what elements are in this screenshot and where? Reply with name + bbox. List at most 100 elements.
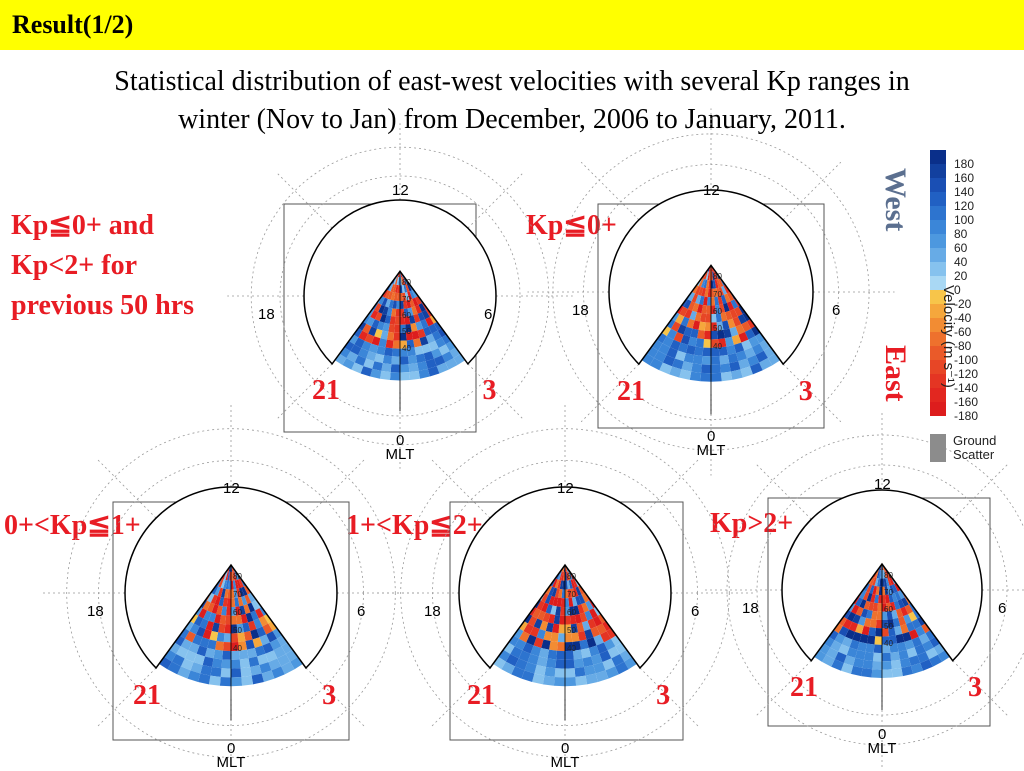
velocity-cell [692, 302, 700, 313]
kp-quiet-label: Kp≦0+ [526, 210, 617, 241]
velocity-cell [393, 292, 398, 301]
velocity-cell [737, 314, 747, 325]
velocity-cell [370, 368, 382, 379]
sector-label-21: 21 [790, 672, 818, 703]
latitude-tick: 80 [567, 572, 576, 582]
velocity-cell [238, 641, 247, 651]
velocity-cell [245, 612, 254, 623]
latitude-tick: 60 [402, 310, 411, 320]
clock-label-12: 12 [557, 480, 574, 497]
velocity-cell [561, 589, 565, 599]
velocity-cell [918, 633, 930, 645]
velocity-cell [571, 596, 578, 607]
velocity-cell [523, 623, 534, 635]
velocity-cell [437, 327, 448, 338]
velocity-cell [360, 366, 373, 377]
velocity-cell [611, 653, 625, 667]
velocity-cell [845, 629, 856, 640]
velocity-cell [569, 606, 575, 616]
velocity-cell [832, 622, 843, 634]
colorbar-tick: -120 [954, 367, 979, 381]
velocity-cell [400, 285, 403, 294]
velocity-cell [669, 339, 681, 351]
velocity-cell [910, 662, 924, 674]
velocity-cell [562, 580, 565, 590]
velocity-cell [888, 627, 896, 637]
velocity-cell [378, 304, 386, 314]
velocity-cell [855, 649, 866, 660]
velocity-cell [744, 347, 756, 359]
velocity-cell [748, 336, 760, 348]
velocity-cell [417, 312, 426, 322]
velocity-cell [262, 623, 273, 635]
velocity-cell [381, 363, 392, 373]
kp-combined-line-3: previous 50 hrs [11, 290, 195, 321]
colorbar-tick: 40 [954, 255, 968, 269]
velocity-cell [433, 355, 446, 367]
velocity-cell [537, 610, 546, 621]
latitude-tick: 50 [713, 324, 722, 334]
colorbar-tick: 0 [954, 283, 961, 297]
mlt-axis-label: MLT [216, 754, 246, 771]
velocity-cell [236, 623, 244, 634]
velocity-cell [873, 644, 882, 654]
velocity-cell [565, 589, 569, 599]
velocity-cell [557, 579, 562, 590]
colorbar-tick: -60 [954, 325, 972, 339]
clock-label-18: 18 [742, 600, 759, 617]
velocity-cell [704, 330, 711, 340]
velocity-cell [570, 579, 576, 589]
velocity-cell [552, 623, 560, 634]
velocity-cell [514, 638, 527, 651]
velocity-cell [862, 659, 873, 670]
colorbar-swatch [930, 192, 946, 206]
velocity-cell [505, 653, 519, 667]
colorbar-tick: 20 [954, 269, 968, 283]
velocity-cell [378, 338, 387, 348]
colorbar-swatch [930, 206, 946, 220]
velocity-cell [351, 362, 364, 374]
latitude-tick: 40 [713, 341, 722, 351]
velocity-cell [738, 331, 749, 343]
velocity-cell [852, 631, 862, 642]
velocity-cell [403, 276, 407, 285]
velocity-cell [241, 586, 248, 596]
velocity-cell [342, 358, 355, 370]
velocity-cell [415, 353, 426, 364]
velocity-cell [385, 339, 394, 349]
kp-high-label: Kp>2+ [710, 508, 794, 539]
velocity-cell [404, 316, 411, 325]
velocity-cell [251, 673, 264, 685]
velocity-cell [413, 313, 421, 323]
velocity-cell [435, 337, 446, 349]
velocity-cell [694, 346, 704, 357]
velocity-cell [732, 316, 742, 327]
velocity-cell [719, 354, 730, 365]
velocity-cell [239, 658, 251, 669]
velocity-cell [882, 669, 893, 678]
velocity-cell [407, 347, 416, 357]
velocity-cell [393, 276, 397, 285]
velocity-cell [231, 615, 237, 625]
velocity-cell [872, 577, 877, 586]
velocity-cell [903, 614, 912, 625]
velocity-cell [427, 366, 440, 377]
velocity-cell [606, 627, 618, 639]
velocity-cell [752, 343, 764, 355]
velocity-cell [410, 322, 418, 332]
latitude-tick: 70 [567, 590, 576, 600]
velocity-cell [545, 585, 553, 595]
velocity-cell [397, 285, 400, 294]
velocity-cell [366, 316, 375, 327]
velocity-cell [591, 653, 603, 665]
velocity-cell [569, 615, 577, 625]
velocity-cell [755, 331, 767, 344]
latitude-tick: 60 [884, 605, 893, 614]
velocity-cell [567, 589, 572, 599]
clock-label-18: 18 [572, 302, 589, 319]
velocity-cell [255, 608, 264, 619]
velocity-cell [712, 271, 715, 281]
velocity-cell [901, 597, 909, 607]
velocity-cell [838, 644, 850, 656]
